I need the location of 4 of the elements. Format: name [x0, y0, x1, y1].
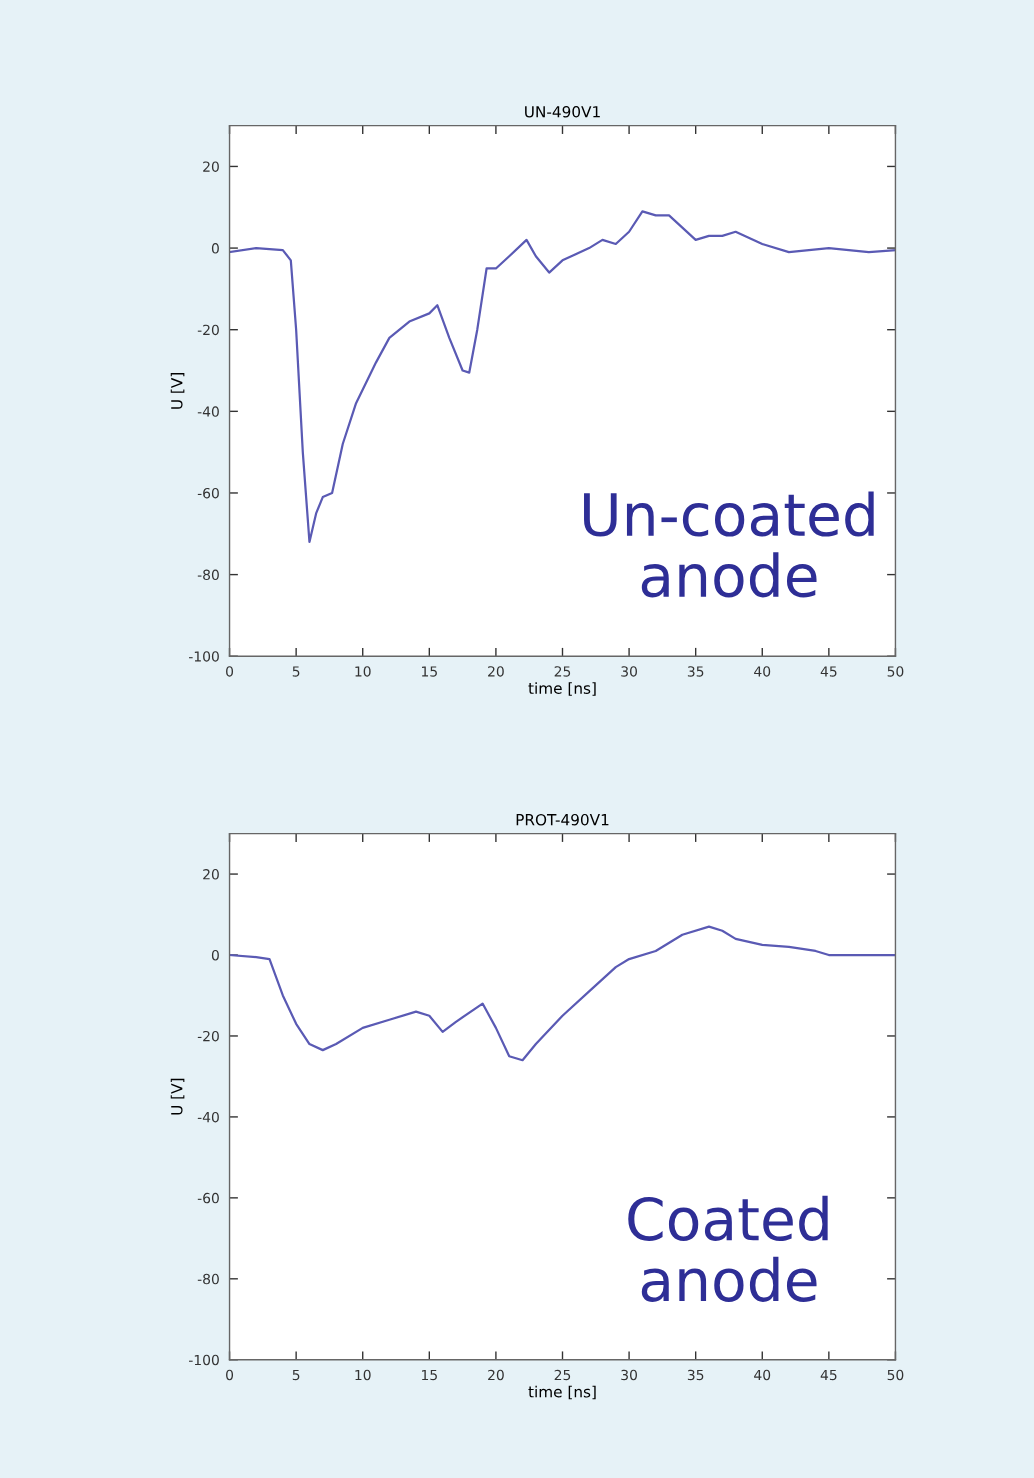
line-series — [229, 210, 896, 544]
line-series — [229, 925, 896, 1062]
annotation: Un-coated anode — [584, 491, 874, 598]
annotation: Coated anode — [628, 1195, 828, 1302]
